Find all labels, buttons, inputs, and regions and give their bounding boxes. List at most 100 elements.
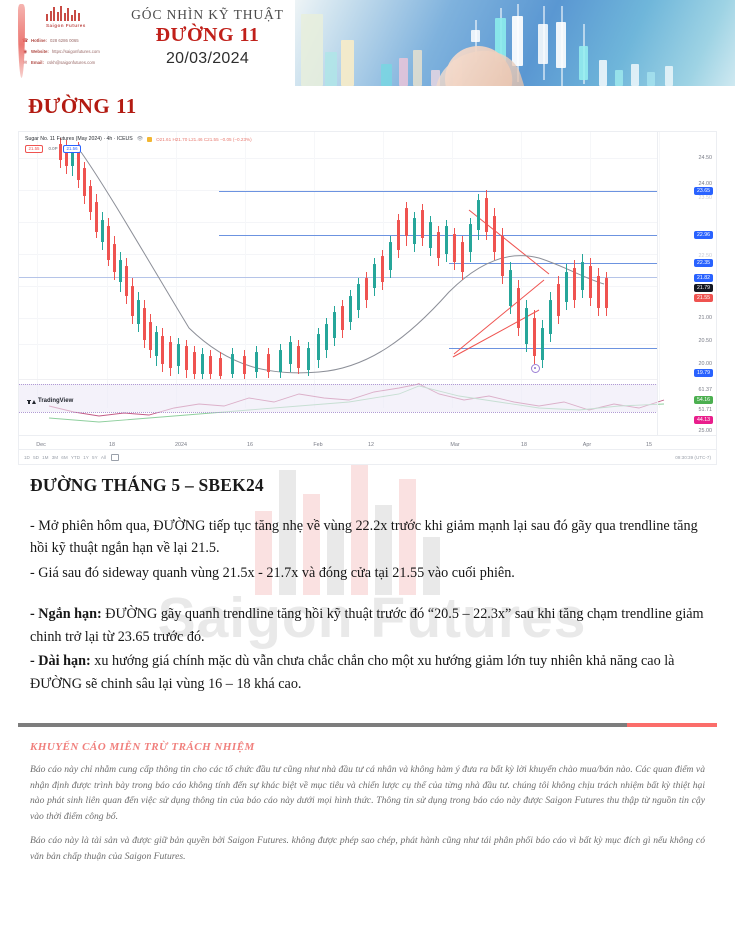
short-term-paragraph: - Ngắn hạn: ĐƯỜNG gãy quanh trendline tă… — [30, 603, 705, 648]
badge-change: 0.0P — [48, 146, 58, 151]
price-tick: 20.00 — [698, 361, 713, 367]
range-1d[interactable]: 1D — [24, 454, 30, 460]
indicator-tick-chip: 54.16 — [694, 396, 713, 404]
chart-price-badges: 21.55 0.0P 21.56 — [25, 145, 82, 154]
chart-marker[interactable] — [531, 364, 540, 373]
contact-website-value[interactable]: https://saigonfutures.com — [51, 49, 100, 54]
time-tick: Mar — [450, 442, 460, 448]
contact-hotline-label: Hotline: — [31, 38, 47, 43]
price-tick-chip: 21.82 — [694, 274, 713, 282]
range-1m[interactable]: 1M — [42, 454, 49, 460]
header-date: 20/03/2024 — [165, 50, 250, 67]
price-tick: 22.50 — [698, 253, 713, 259]
short-term-label: - Ngắn hạn: — [30, 606, 102, 623]
time-tick: 18 — [109, 442, 115, 448]
chart-price-pane[interactable] — [19, 132, 660, 408]
settings-color-swatch — [147, 136, 153, 142]
price-tick-chip: 21.55 — [694, 294, 713, 302]
header-branding: Saigon Futures ☎ Hotline: 028 6286 0065 … — [0, 0, 120, 86]
chart-symbol-label: Sugar No. 11 Futures (May 2024) · 4h · I… — [25, 136, 133, 142]
long-term-text: xu hướng giá chính mặc dù vẫn chưa chắc … — [30, 653, 675, 692]
support-line-1979 — [449, 348, 658, 349]
disclaimer-paragraph-1: Báo cáo này chỉ nhằm cung cấp thông tin … — [30, 764, 705, 822]
contact-hotline: ☎ Hotline: 028 6286 0065 — [22, 35, 120, 46]
chart-clock-label: 09:30:39 (UTC-7) — [675, 454, 711, 460]
range-ytd[interactable]: YTD — [70, 454, 81, 460]
calendar-icon[interactable] — [111, 453, 120, 461]
contact-email-value[interactable]: cskh@saigonfutures.com — [46, 60, 96, 65]
time-tick: 2024 — [175, 442, 187, 448]
time-tick: 15 — [646, 442, 652, 448]
globe-icon: ◉ — [22, 48, 28, 55]
time-tick: Apr — [582, 442, 592, 448]
header-title-secondary: ĐƯỜNG 11 — [155, 24, 260, 46]
range-5d[interactable]: 5D — [33, 454, 39, 460]
indicator-tick: 51.71 — [698, 407, 713, 413]
disclaimer-section: KHUYẾN CÁO MIỄN TRỪ TRÁCH NHIỆM Báo cáo … — [30, 741, 705, 864]
section-divider — [18, 723, 717, 728]
range-3m[interactable]: 3M — [51, 454, 59, 460]
tradingview-mark-icon — [27, 398, 36, 404]
indicator-tick: 61.37 — [698, 387, 713, 393]
report-header: Saigon Futures ☎ Hotline: 028 6286 0065 … — [0, 0, 735, 86]
contact-email[interactable]: ✉ Email: cskh@saigonfutures.com — [22, 57, 120, 68]
company-logo: Saigon Futures — [46, 6, 120, 28]
contact-hotline-value: 028 6286 0065 — [50, 38, 79, 43]
range-1y[interactable]: 1Y — [83, 454, 89, 460]
contact-website-label: Website: — [31, 49, 49, 54]
contact-email-label: Email: — [31, 60, 44, 65]
chart-price-axis[interactable]: 24.50 24.00 23.65 23.50 22.96 22.50 22.3… — [657, 132, 716, 436]
analysis-paragraph-1: - Mở phiên hôm qua, ĐƯỜNG tiếp tục tăng … — [30, 518, 698, 557]
long-term-paragraph: - Dài hạn: xu hướng giá chính mặc dù vẫn… — [30, 650, 705, 695]
price-tick-chip: 19.79 — [694, 369, 713, 377]
analysis-paragraph-2: - Giá sau đó sideway quanh vùng 21.5x - … — [30, 564, 515, 581]
tradingview-label: TradingView — [38, 398, 74, 404]
page-title: ĐƯỜNG 11 — [28, 94, 137, 118]
logo-bars-icon — [46, 6, 120, 21]
indicator-tick-chip: 44.13 — [694, 416, 713, 424]
time-tick: Dec — [36, 442, 46, 448]
tradingview-logo: TradingView — [27, 398, 73, 404]
price-tick-chip: 23.65 — [694, 187, 713, 195]
chart-ohlc-values: O21.61 H21.70 L21.46 C21.55 −0.05 (−0.23… — [156, 136, 252, 142]
header-banner-image — [295, 0, 735, 86]
header-title-primary: GÓC NHÌN KỸ THUẬT — [131, 7, 284, 22]
price-tick: 20.50 — [698, 338, 713, 344]
report-body: ĐƯỜNG THÁNG 5 – SBEK24 - Mở phiên hôm qu… — [30, 475, 705, 695]
resistance-line-2365 — [219, 191, 658, 192]
brand-stroke-decoration — [18, 4, 25, 78]
badge-order: 21.56 — [63, 145, 82, 154]
time-tick: 18 — [521, 442, 527, 448]
contact-website[interactable]: ◉ Website: https://saigonfutures.com — [22, 46, 120, 57]
header-contact-list: ☎ Hotline: 028 6286 0065 ◉ Website: http… — [22, 35, 120, 68]
price-tick: 21.00 — [698, 315, 713, 321]
price-tick-chip: 21.79 — [694, 284, 713, 292]
range-6m[interactable]: 6M — [61, 454, 68, 460]
moving-average-line — [80, 151, 605, 374]
chart-time-axis[interactable]: Dec 18 2024 16 Feb 12 Mar 18 Apr 15 ⏱ — [19, 435, 716, 450]
chart-indicator-pane[interactable] — [19, 379, 665, 436]
tradingview-chart[interactable]: Sugar No. 11 Futures (May 2024) · 4h · I… — [18, 131, 717, 465]
long-term-label: - Dài hạn: — [30, 653, 91, 670]
mail-icon: ✉ — [22, 59, 28, 66]
divider-accent — [627, 723, 717, 728]
eye-icon[interactable]: 👁 — [136, 136, 144, 142]
time-tick: Feb — [313, 442, 323, 448]
price-tick-chip: 22.96 — [694, 231, 713, 239]
range-5y[interactable]: 5Y — [92, 454, 98, 460]
time-tick: 16 — [247, 442, 253, 448]
price-tick: 23.50 — [698, 195, 713, 201]
chart-range-toolbar[interactable]: 1D 5D 1M 3M 6M YTD 1Y 5Y All 09:30:39 (U… — [19, 449, 716, 464]
chart-legend: Sugar No. 11 Futures (May 2024) · 4h · I… — [25, 136, 252, 142]
phone-icon: ☎ — [22, 37, 29, 44]
badge-last-price: 21.55 — [25, 145, 43, 154]
last-price-line — [19, 277, 658, 278]
short-term-text: ĐƯỜNG gãy quanh trendline tăng hồi kỹ th… — [30, 606, 704, 645]
indicator-tick: 25.00 — [698, 428, 713, 434]
price-tick: 24.50 — [698, 155, 713, 161]
range-all[interactable]: All — [100, 454, 106, 460]
disclaimer-title: KHUYẾN CÁO MIỄN TRỪ TRÁCH NHIỆM — [30, 741, 255, 754]
price-tick: 24.00 — [698, 181, 713, 187]
disclaimer-paragraph-2: Báo cáo này là tài sản và được giữ bản q… — [30, 835, 705, 862]
